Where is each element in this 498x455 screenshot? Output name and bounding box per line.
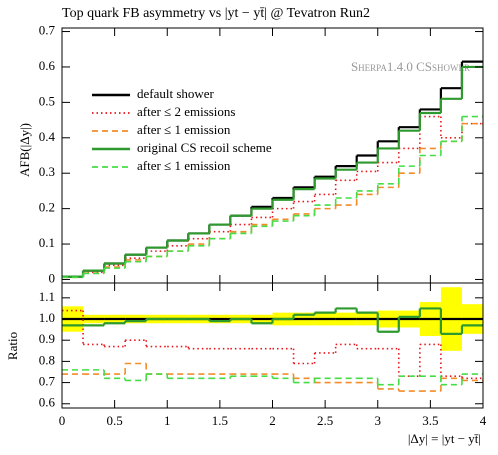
x-axis-label: |Δy| = |yt − yt̄| — [408, 431, 481, 446]
y-tick-label: 1.0 — [39, 310, 55, 325]
x-tick-label: 2 — [269, 413, 276, 428]
y-tick-label: 0.9 — [39, 331, 55, 346]
legend-label: after ≤ 2 emissions — [137, 104, 235, 119]
x-tick-label: 3 — [375, 413, 382, 428]
y-tick-label: 0.8 — [39, 352, 55, 367]
y-tick-label: 0.3 — [39, 164, 55, 179]
annotation: Sherpa1.4.0 CSshower — [351, 59, 470, 74]
y-tick-label: 0.6 — [39, 395, 56, 410]
x-tick-label: 4 — [480, 413, 487, 428]
legend-label: after ≤ 1 emission — [137, 122, 231, 137]
legend-label: default shower — [137, 86, 215, 101]
x-tick-label: 3.5 — [422, 413, 438, 428]
y-tick-label: 0.5 — [39, 93, 55, 108]
y-tick-label: 0.7 — [39, 23, 56, 38]
y-tick-label: 0.2 — [39, 200, 55, 215]
y-tick-label: 0.1 — [39, 235, 55, 250]
y-tick-label: 1.1 — [39, 289, 55, 304]
x-tick-label: 1 — [164, 413, 171, 428]
legend-label: after ≤ 1 emission — [137, 158, 231, 173]
y-axis-label: AFB(|Δy|) — [17, 123, 32, 177]
x-tick-label: 0.5 — [107, 413, 123, 428]
y-tick-label: 0.6 — [39, 58, 56, 73]
x-tick-label: 2.5 — [317, 413, 333, 428]
legend-label: original CS recoil scheme — [137, 140, 272, 155]
chart-title: Top quark FB asymmetry vs |yt − yt̄| @ T… — [62, 6, 370, 21]
x-tick-label: 1.5 — [212, 413, 228, 428]
y-tick-label: 0.7 — [39, 374, 56, 389]
y-tick-label: 0.4 — [39, 129, 56, 144]
y-tick-label: 0 — [49, 270, 56, 285]
y-axis-label: Ratio — [5, 332, 20, 360]
x-tick-label: 0 — [59, 413, 66, 428]
